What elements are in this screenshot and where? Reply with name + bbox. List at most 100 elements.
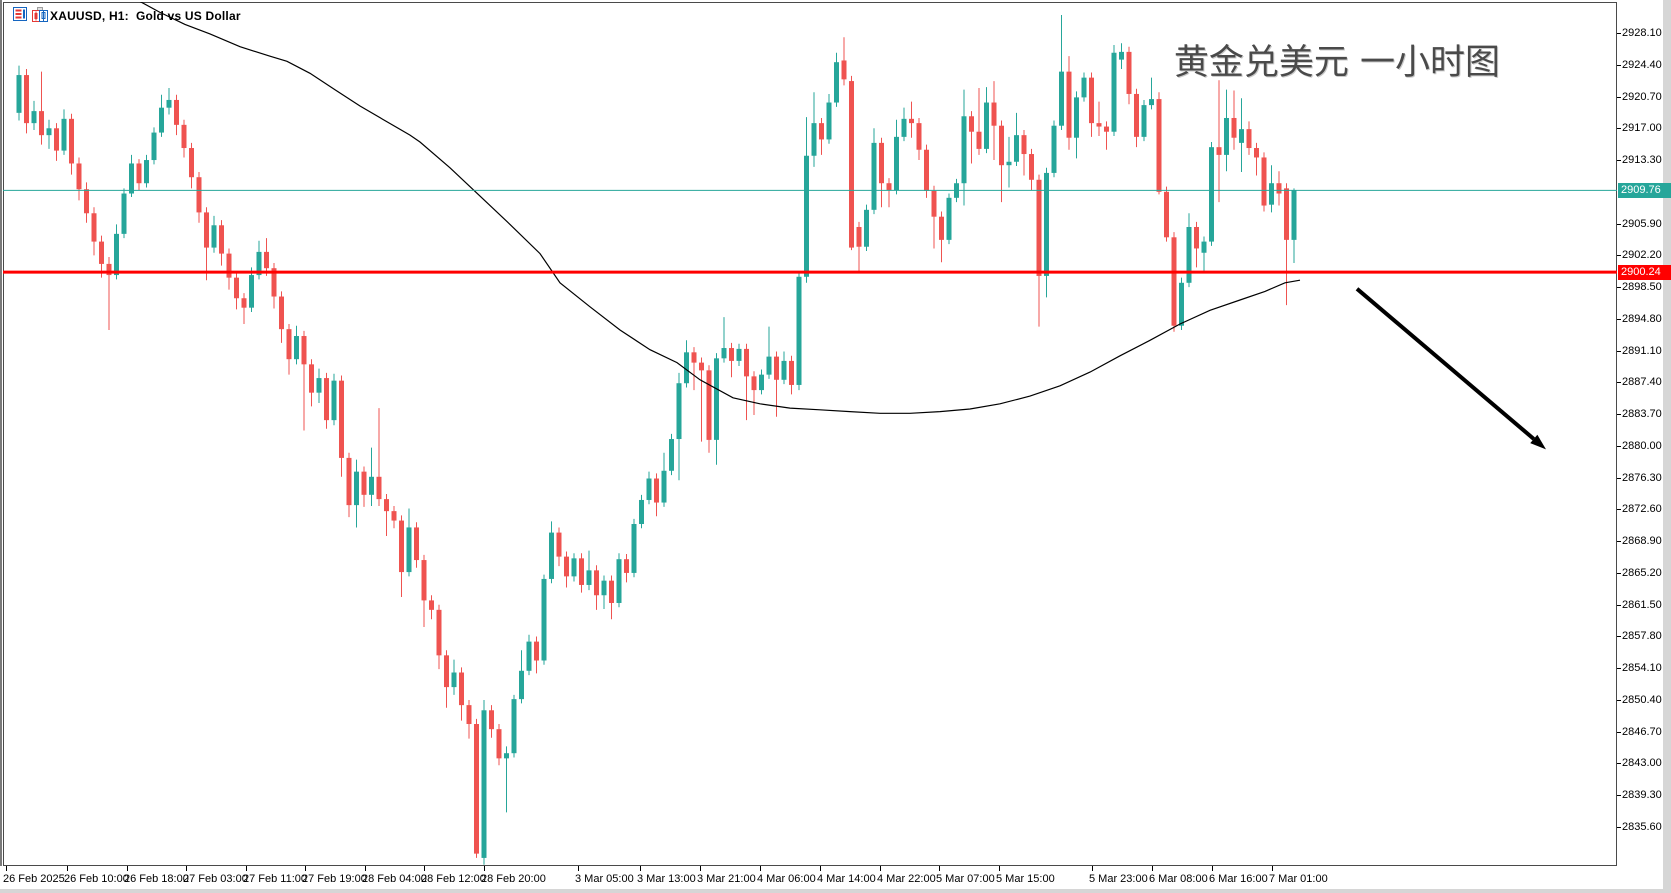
time-axis-label: 28 Feb 20:00 <box>481 873 546 885</box>
candle <box>1134 93 1139 137</box>
time-axis-label: 5 Mar 23:00 <box>1089 873 1148 885</box>
candle <box>1179 282 1184 326</box>
price-axis-tick <box>1617 509 1621 511</box>
candle <box>346 457 352 506</box>
time-axis[interactable]: 26 Feb 2025 26 Feb 10:00 26 Feb 18:00 27 Fe… <box>0 866 1617 889</box>
candle <box>1044 172 1049 276</box>
candle <box>1021 135 1027 155</box>
candle <box>1014 135 1019 162</box>
candle <box>1291 190 1297 240</box>
candle <box>1276 183 1282 194</box>
candle <box>31 111 37 124</box>
time-axis-tick <box>880 866 881 871</box>
candle <box>669 439 674 471</box>
candle <box>744 348 749 377</box>
candle <box>481 710 487 858</box>
candle <box>226 253 232 278</box>
candle <box>721 348 727 359</box>
candle <box>781 360 787 380</box>
bar-chart-list-icon <box>13 7 27 27</box>
candle <box>61 118 67 151</box>
window-right-edge <box>1663 0 1671 893</box>
candle <box>451 672 457 688</box>
symbol-title: XAUUSD, H1: Gold vs US Dollar <box>50 9 241 23</box>
candle <box>969 116 974 132</box>
candle <box>211 225 217 248</box>
candle <box>1201 241 1207 253</box>
candle <box>759 374 764 391</box>
candle <box>444 655 449 688</box>
time-axis-tick <box>760 866 761 871</box>
price-axis-label: 2887.40 <box>1622 376 1662 389</box>
candle <box>1216 147 1222 155</box>
candle <box>751 376 757 391</box>
candle <box>901 118 907 137</box>
candle <box>1096 123 1102 127</box>
price-axis-tick <box>1617 477 1621 479</box>
candle <box>526 641 532 671</box>
time-axis-tick <box>1272 866 1273 871</box>
time-axis-label: 3 Mar 05:00 <box>575 873 634 885</box>
candle <box>331 380 337 421</box>
candle <box>136 163 142 184</box>
candle <box>991 102 997 126</box>
candle <box>271 268 277 297</box>
price-axis-label: 2872.60 <box>1622 503 1662 516</box>
time-axis-tick <box>820 866 821 871</box>
price-axis-label: 2891.10 <box>1622 344 1662 357</box>
price-axis-label: 2846.70 <box>1622 725 1662 738</box>
candle <box>354 471 359 506</box>
candle <box>16 75 22 113</box>
moving-average-line[interactable] <box>138 0 1301 414</box>
current-price-badge: 2909.76 <box>1618 182 1671 198</box>
candle <box>339 380 344 458</box>
candle <box>496 729 502 759</box>
price-axis-tick <box>1617 636 1621 638</box>
candle <box>1164 191 1169 238</box>
candle <box>1029 154 1034 180</box>
price-axis-tick <box>1617 699 1621 701</box>
candle <box>181 124 187 149</box>
candle <box>69 118 74 164</box>
candle <box>1149 99 1154 106</box>
price-axis-label: 2854.10 <box>1622 662 1662 675</box>
candle <box>1269 183 1274 205</box>
candle <box>639 499 644 525</box>
candle <box>1111 52 1117 132</box>
price-axis[interactable]: 2909.76 2900.24 2928.10 2924.40 2920.70 291… <box>1617 0 1671 866</box>
price-axis-tick <box>1617 96 1621 98</box>
time-axis-label: 7 Mar 01:00 <box>1269 873 1328 885</box>
price-axis-label: 2880.00 <box>1622 439 1662 452</box>
trend-arrow[interactable] <box>1355 287 1546 450</box>
candle <box>939 216 944 240</box>
candle <box>841 60 847 80</box>
candle <box>1261 157 1267 206</box>
candle <box>699 362 704 371</box>
candle <box>556 532 562 557</box>
candle <box>871 142 877 210</box>
chart-corner-icons <box>13 7 48 27</box>
candle <box>1186 226 1192 283</box>
candle <box>616 559 622 603</box>
price-axis-label: 2905.90 <box>1622 217 1662 230</box>
candle <box>676 383 682 440</box>
candle <box>1284 188 1289 240</box>
price-axis-label: 2839.30 <box>1622 789 1662 802</box>
support-price-badge: 2900.24 <box>1618 264 1671 280</box>
candle <box>189 148 194 178</box>
price-axis-label: 2920.70 <box>1622 90 1662 103</box>
candle <box>316 378 322 393</box>
candle <box>646 478 652 500</box>
candle <box>1194 226 1199 249</box>
price-axis-tick <box>1617 160 1621 162</box>
candle <box>984 102 989 149</box>
candle <box>384 499 389 512</box>
time-axis-label: 3 Mar 13:00 <box>637 873 696 885</box>
candle <box>511 699 517 754</box>
annotation-title: 黄金兑美元 一小时图 <box>1173 43 1500 83</box>
candle <box>856 226 862 247</box>
time-axis-label: 4 Mar 06:00 <box>757 873 816 885</box>
candle <box>234 277 239 299</box>
candle <box>774 356 779 380</box>
